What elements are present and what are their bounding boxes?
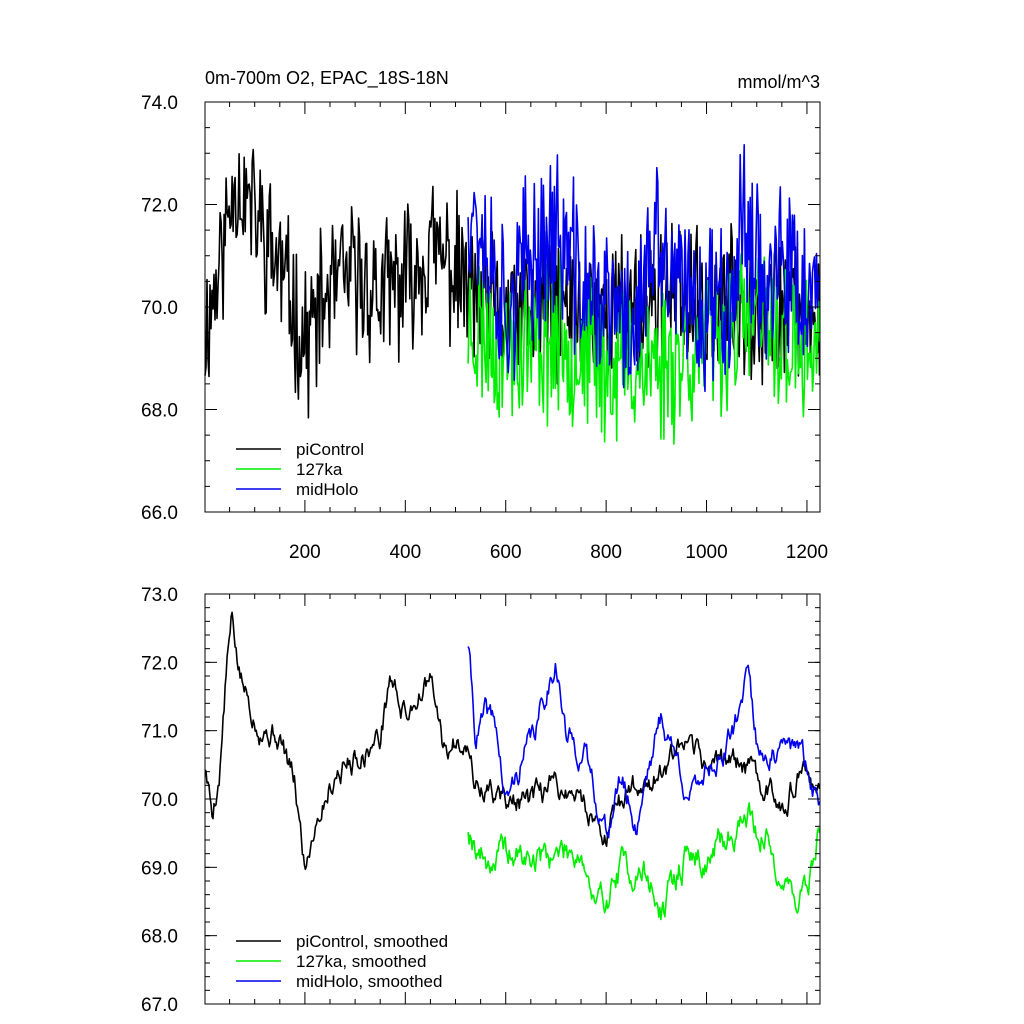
x-tick-label: 1200 (786, 542, 828, 563)
y-tick-label: 68.0 (141, 927, 178, 948)
legend-label: 127ka (296, 460, 343, 479)
top-panel-units: mmol/m^3 (738, 72, 820, 92)
y-tick-label: 72.0 (141, 196, 178, 217)
bottom-panel: 67.0 68.0 69.0 70.0 71.0 72.0 73.0 piControl, … (141, 585, 821, 1016)
y-tick-label: 70.0 (141, 790, 178, 811)
legend-label: midHolo (296, 480, 358, 499)
top-tick-layer: 66.0 68.0 70.0 72.0 74.0 200 400 600 800 1000 1200 (141, 93, 828, 563)
y-tick-label: 70.0 (141, 298, 178, 319)
x-tick-label: 400 (389, 542, 421, 563)
legend-label: piControl (296, 440, 364, 459)
top-panel: 0m-700m O2, EPAC_18S-18N mmol/m^3 66.0 68… (141, 68, 828, 563)
legend-label: 127ka, smoothed (296, 952, 426, 971)
series-line-127ka-smoothed (467, 802, 821, 921)
y-tick-label: 74.0 (141, 93, 178, 114)
y-tick-label: 66.0 (141, 503, 178, 524)
series-line-midholo (467, 144, 821, 393)
y-tick-label: 67.0 (141, 995, 178, 1016)
y-tick-label: 68.0 (141, 401, 178, 422)
bottom-tick-layer: 67.0 68.0 69.0 70.0 71.0 72.0 73.0 (141, 585, 820, 1016)
x-tick-label: 200 (289, 542, 321, 563)
y-tick-label: 71.0 (141, 722, 178, 743)
top-series-layer (204, 144, 821, 445)
x-tick-label: 600 (490, 542, 522, 563)
series-line-127ka (467, 250, 821, 445)
legend-label: midHolo, smoothed (296, 972, 442, 991)
y-tick-label: 69.0 (141, 858, 178, 879)
x-tick-label: 1000 (685, 542, 727, 563)
top-panel-title: 0m-700m O2, EPAC_18S-18N (205, 68, 449, 89)
y-tick-label: 72.0 (141, 653, 178, 674)
bottom-series-layer (204, 611, 821, 921)
legend-label: piControl, smoothed (296, 932, 448, 951)
x-tick-label: 800 (590, 542, 622, 563)
series-line-midholo-smoothed (467, 646, 821, 839)
y-tick-label: 73.0 (141, 585, 178, 606)
